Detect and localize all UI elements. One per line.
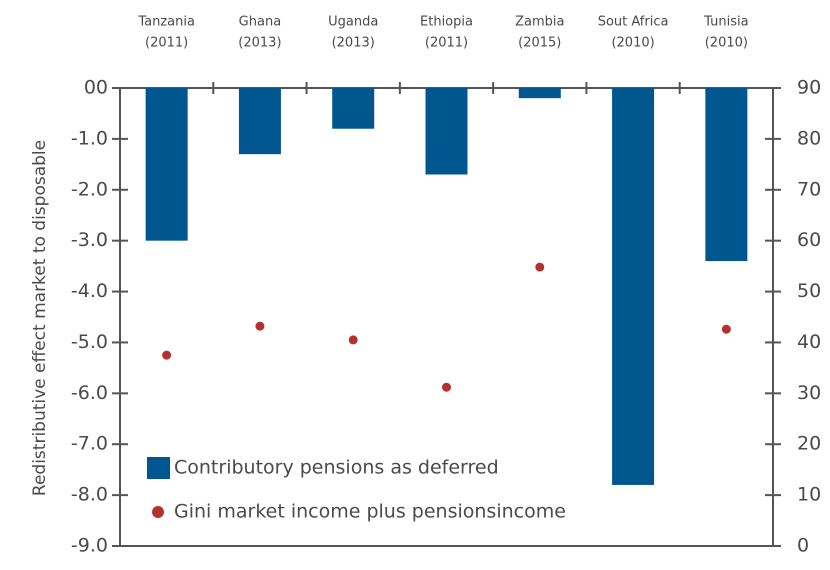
dot <box>348 335 358 345</box>
y-tick-label: -6.0 <box>71 382 108 404</box>
y2-tick-label: 0 <box>797 535 809 557</box>
y-tick-label: 00 <box>84 77 108 99</box>
x-category-label: (2013) <box>238 36 281 51</box>
dot <box>442 382 451 392</box>
y-tick-label: -9.0 <box>71 535 108 557</box>
x-category-label: Ghana <box>239 15 282 30</box>
y2-tick-label: 70 <box>797 178 821 200</box>
y2-tick-label: 30 <box>797 382 821 404</box>
x-category-label: (2015) <box>518 36 561 51</box>
legend-label: Gini market income plus pensionsincome <box>174 501 566 523</box>
dot <box>721 324 731 334</box>
x-category-label: (2011) <box>145 36 188 51</box>
y-tick-label: -8.0 <box>71 484 108 506</box>
x-category-label: (2010) <box>611 36 654 51</box>
y-tick-label: -7.0 <box>71 433 108 455</box>
legend-label: Contributory pensions as deferred <box>174 457 499 479</box>
dot <box>162 350 172 360</box>
y2-tick-label: 60 <box>797 229 821 251</box>
y-axis-title: Redistributive effect market to disposab… <box>30 140 50 496</box>
y-tick-label: -4.0 <box>71 280 108 302</box>
y-tick-label: -2.0 <box>71 178 108 200</box>
dot <box>535 262 545 272</box>
bar <box>425 88 468 175</box>
y2-tick-label: 90 <box>797 77 821 99</box>
x-category-label: Sout Africa <box>598 15 669 30</box>
bar <box>145 88 188 241</box>
bar <box>332 88 375 129</box>
bar <box>705 88 748 262</box>
x-category-label: Uganda <box>328 15 378 30</box>
bar <box>612 88 655 485</box>
x-category-label: Ethiopia <box>420 15 473 30</box>
y-tick-label: -1.0 <box>71 127 108 149</box>
y2-tick-label: 50 <box>797 280 821 302</box>
legend-swatch <box>152 506 164 518</box>
x-category-label: (2010) <box>705 36 748 51</box>
y2-tick-label: 40 <box>797 331 821 353</box>
y-tick-label: -5.0 <box>71 331 108 353</box>
y2-tick-label: 10 <box>797 484 821 506</box>
bar <box>518 88 561 99</box>
legend-swatch <box>147 457 170 479</box>
y2-tick-label: 80 <box>797 127 821 149</box>
y2-tick-label: 20 <box>797 433 821 455</box>
bar <box>238 88 281 155</box>
y-tick-label: -3.0 <box>71 229 108 251</box>
x-category-label: (2011) <box>425 36 468 51</box>
x-category-label: (2013) <box>332 36 375 51</box>
x-category-label: Zambia <box>515 15 564 30</box>
x-category-label: Tanzania <box>137 15 195 30</box>
x-category-label: Tunisia <box>703 15 748 30</box>
dot <box>255 321 265 331</box>
